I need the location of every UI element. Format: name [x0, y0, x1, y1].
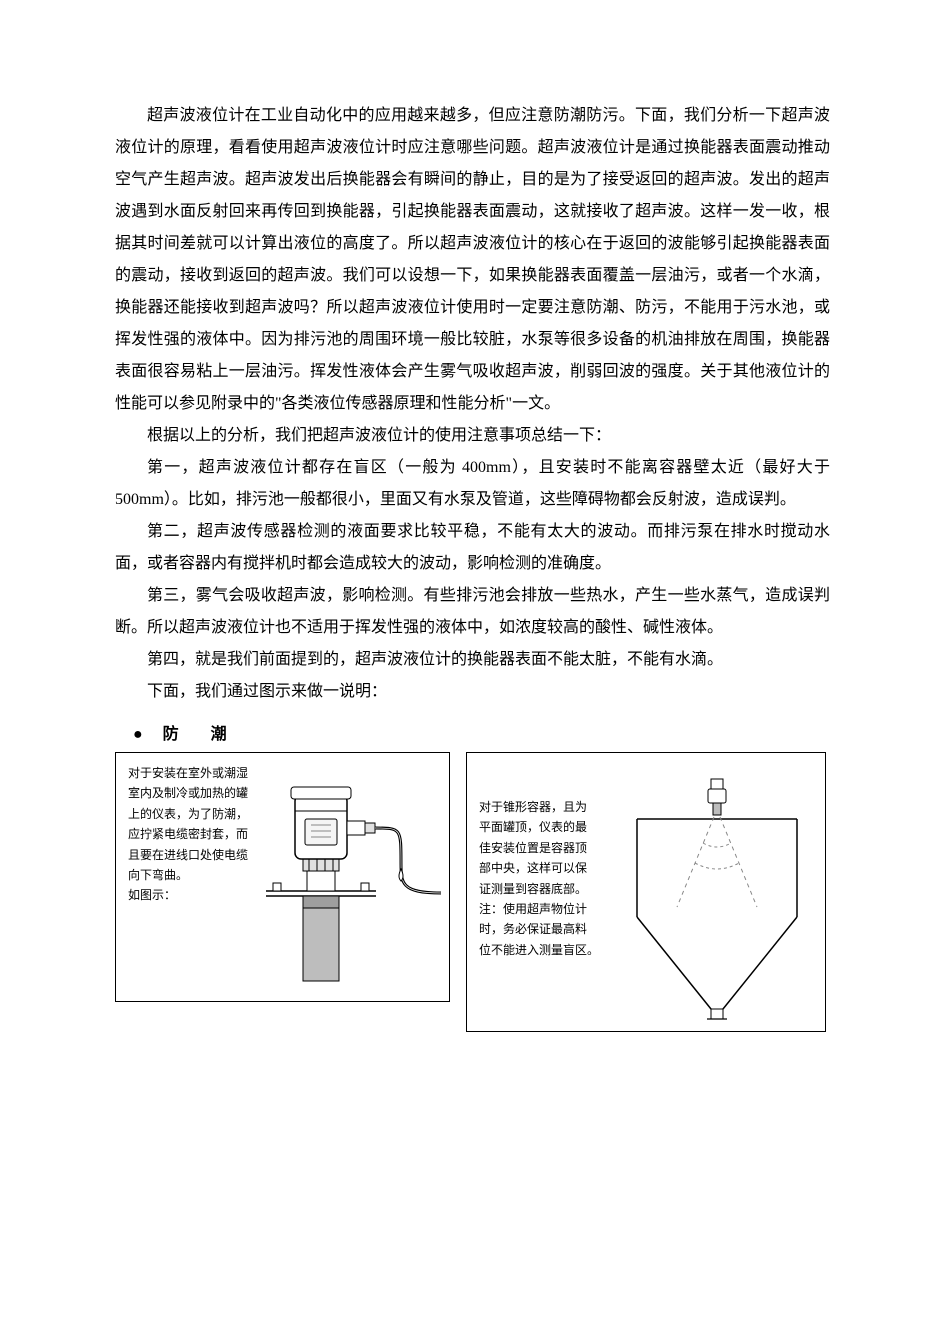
paragraph-1: 超声波液位计在工业自动化中的应用越来越多，但应注意防潮防污。下面，我们分析一下超…: [115, 100, 830, 420]
figure-right-line-7: 时，务必保证最高料: [479, 919, 617, 939]
figure-right-line-4: 部中央，这样可以保: [479, 858, 617, 878]
cone-tank-icon: [617, 777, 817, 1037]
paragraph-5: 第三，雾气会吸收超声波，影响检测。有些排污池会排放一些热水，产生一些水蒸气，造成…: [115, 580, 830, 644]
section-title-text: 防 潮: [163, 726, 235, 743]
document-page: 超声波液位计在工业自动化中的应用越来越多，但应注意防潮防污。下面，我们分析一下超…: [0, 0, 945, 1092]
figure-left-line-7: 如图示：: [128, 885, 261, 905]
figure-right-line-1: 对于锥形容器，且为: [479, 797, 617, 817]
paragraph-6: 第四，就是我们前面提到的，超声波液位计的换能器表面不能太脏，不能有水滴。: [115, 644, 830, 676]
body-text: 超声波液位计在工业自动化中的应用越来越多，但应注意防潮防污。下面，我们分析一下超…: [115, 100, 830, 708]
figure-moisture-proof: 对于安装在室外或潮湿 室内及制冷或加热的罐 上的仪表，为了防潮， 应拧紧电缆密封…: [115, 752, 450, 1002]
figure-cone-tank: 对于锥形容器，且为 平面罐顶，仪表的最 佳安装位置是容器顶 部中央，这样可以保 …: [466, 752, 826, 1032]
paragraph-4: 第二，超声波传感器检测的液面要求比较平稳，不能有太大的波动。而排污泵在排水时搅动…: [115, 516, 830, 580]
paragraph-7: 下面，我们通过图示来做一说明：: [115, 676, 830, 708]
figure-left-line-6: 向下弯曲。: [128, 865, 261, 885]
figure-right-line-2: 平面罐顶，仪表的最: [479, 817, 617, 837]
section-title-moisture: ● 防 潮: [115, 720, 830, 744]
figure-right-diagram: [617, 777, 817, 1021]
figure-left-line-2: 室内及制冷或加热的罐: [128, 783, 261, 803]
figure-left-diagram: [261, 763, 441, 991]
figure-right-line-5: 证测量到容器底部。: [479, 879, 617, 899]
figure-left-line-4: 应拧紧电缆密封套，而: [128, 824, 261, 844]
figure-right-line-8: 位不能进入测量盲区。: [479, 940, 617, 960]
figures-row: 对于安装在室外或潮湿 室内及制冷或加热的罐 上的仪表，为了防潮， 应拧紧电缆密封…: [115, 752, 830, 1032]
figure-right-caption: 对于锥形容器，且为 平面罐顶，仪表的最 佳安装位置是容器顶 部中央，这样可以保 …: [479, 797, 617, 1021]
figure-left-line-5: 且要在进线口处使电缆: [128, 845, 261, 865]
paragraph-3: 第一，超声波液位计都存在盲区（一般为 400mm），且安装时不能离容器壁太近（最…: [115, 452, 830, 516]
figure-right-line-3: 佳安装位置是容器顶: [479, 838, 617, 858]
paragraph-2: 根据以上的分析，我们把超声波液位计的使用注意事项总结一下：: [115, 420, 830, 452]
figure-left-line-3: 上的仪表，为了防潮，: [128, 804, 261, 824]
sensor-moisture-icon: [261, 763, 441, 993]
figure-left-line-1: 对于安装在室外或潮湿: [128, 763, 261, 783]
figure-left-caption: 对于安装在室外或潮湿 室内及制冷或加热的罐 上的仪表，为了防潮， 应拧紧电缆密封…: [128, 763, 261, 991]
figure-right-line-6: 注：使用超声物位计: [479, 899, 617, 919]
